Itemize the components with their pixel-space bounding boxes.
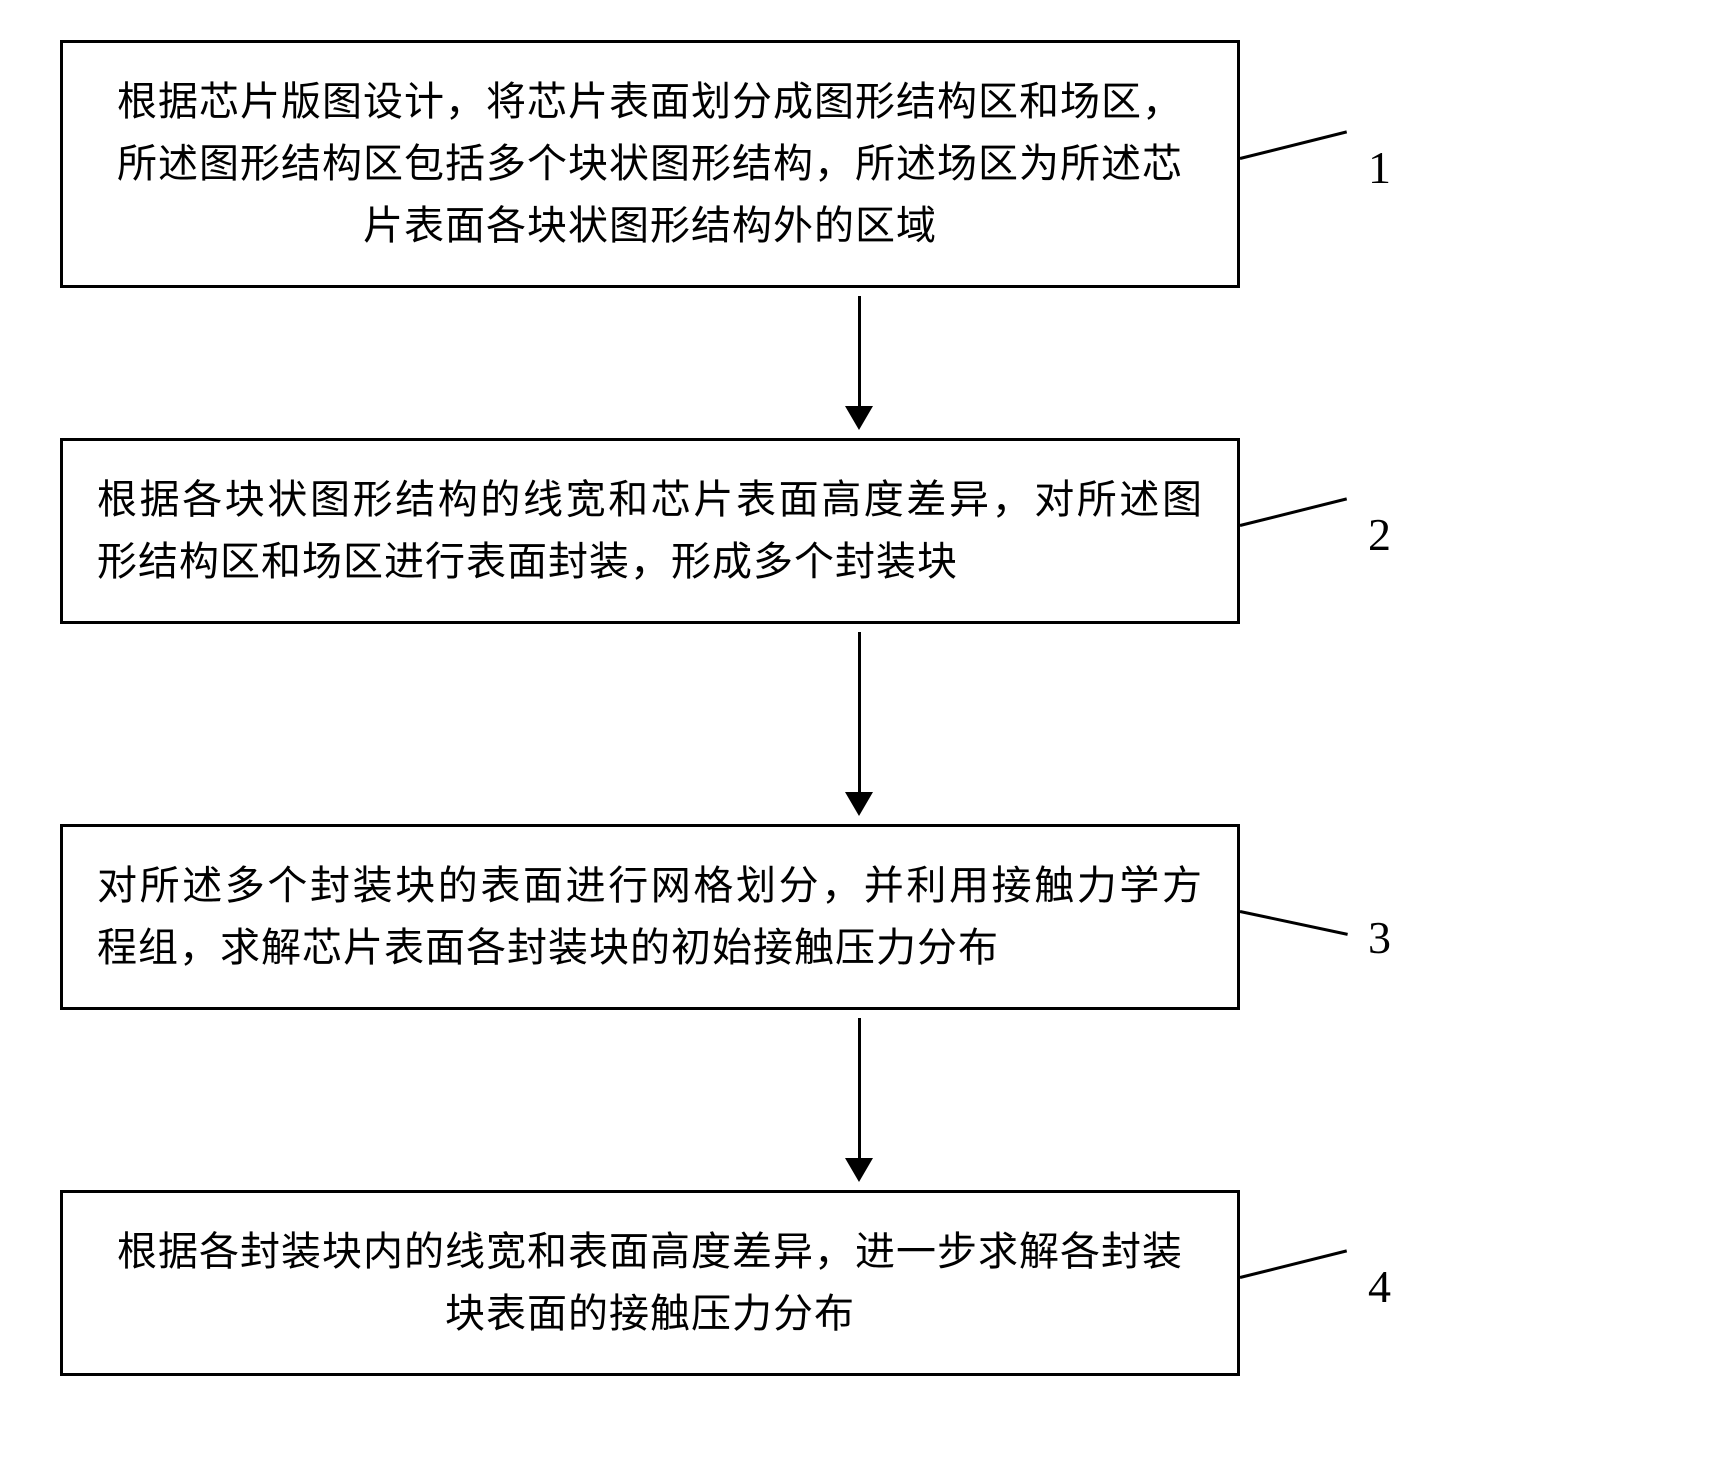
flow-step-2-text: 根据各块状图形结构的线宽和芯片表面高度差异，对所述图形结构区和场区进行表面封装，… (97, 477, 1203, 584)
flowchart: 根据芯片版图设计，将芯片表面划分成图形结构区和场区，所述图形结构区包括多个块状图… (60, 40, 1658, 1376)
flow-step-2-row: 根据各块状图形结构的线宽和芯片表面高度差异，对所述图形结构区和场区进行表面封装，… (60, 438, 1658, 624)
flow-step-3-box: 对所述多个封装块的表面进行网格划分，并利用接触力学方程组，求解芯片表面各封装块的… (60, 824, 1240, 1010)
flow-step-3-row: 对所述多个封装块的表面进行网格划分，并利用接触力学方程组，求解芯片表面各封装块的… (60, 824, 1658, 1010)
arrow-head-icon (845, 406, 873, 430)
flow-step-1-label: 1 (1240, 135, 1391, 194)
arrow-down-icon (269, 632, 1449, 816)
step-number: 1 (1368, 141, 1391, 194)
arrow-down-icon (269, 1018, 1449, 1182)
flow-step-4-box: 根据各封装块内的线宽和表面高度差异，进一步求解各封装块表面的接触压力分布 (60, 1190, 1240, 1376)
connector-line-icon (1240, 497, 1347, 527)
flow-step-4-text: 根据各封装块内的线宽和表面高度差异，进一步求解各封装块表面的接触压力分布 (117, 1229, 1183, 1336)
flow-step-1-box: 根据芯片版图设计，将芯片表面划分成图形结构区和场区，所述图形结构区包括多个块状图… (60, 40, 1240, 288)
arrow-head-icon (845, 792, 873, 816)
flow-step-4-row: 根据各封装块内的线宽和表面高度差异，进一步求解各封装块表面的接触压力分布 4 (60, 1190, 1658, 1376)
connector-line-icon (1240, 910, 1348, 936)
flow-step-2-label: 2 (1240, 502, 1391, 561)
connector-line-icon (1240, 1249, 1347, 1279)
flow-step-1-row: 根据芯片版图设计，将芯片表面划分成图形结构区和场区，所述图形结构区包括多个块状图… (60, 40, 1658, 288)
step-number: 3 (1368, 911, 1391, 964)
arrow-shaft (858, 632, 861, 792)
arrow-head-icon (845, 1158, 873, 1182)
flow-step-3-text: 对所述多个封装块的表面进行网格划分，并利用接触力学方程组，求解芯片表面各封装块的… (97, 863, 1203, 970)
connector-line-icon (1240, 130, 1347, 160)
flow-step-4-label: 4 (1240, 1254, 1391, 1313)
arrow-shaft (858, 1018, 861, 1158)
step-number: 4 (1368, 1260, 1391, 1313)
flow-step-1-text: 根据芯片版图设计，将芯片表面划分成图形结构区和场区，所述图形结构区包括多个块状图… (117, 79, 1183, 248)
step-number: 2 (1368, 508, 1391, 561)
arrow-shaft (858, 296, 861, 406)
flow-step-2-box: 根据各块状图形结构的线宽和芯片表面高度差异，对所述图形结构区和场区进行表面封装，… (60, 438, 1240, 624)
flow-step-3-label: 3 (1240, 871, 1391, 964)
arrow-down-icon (269, 296, 1449, 430)
